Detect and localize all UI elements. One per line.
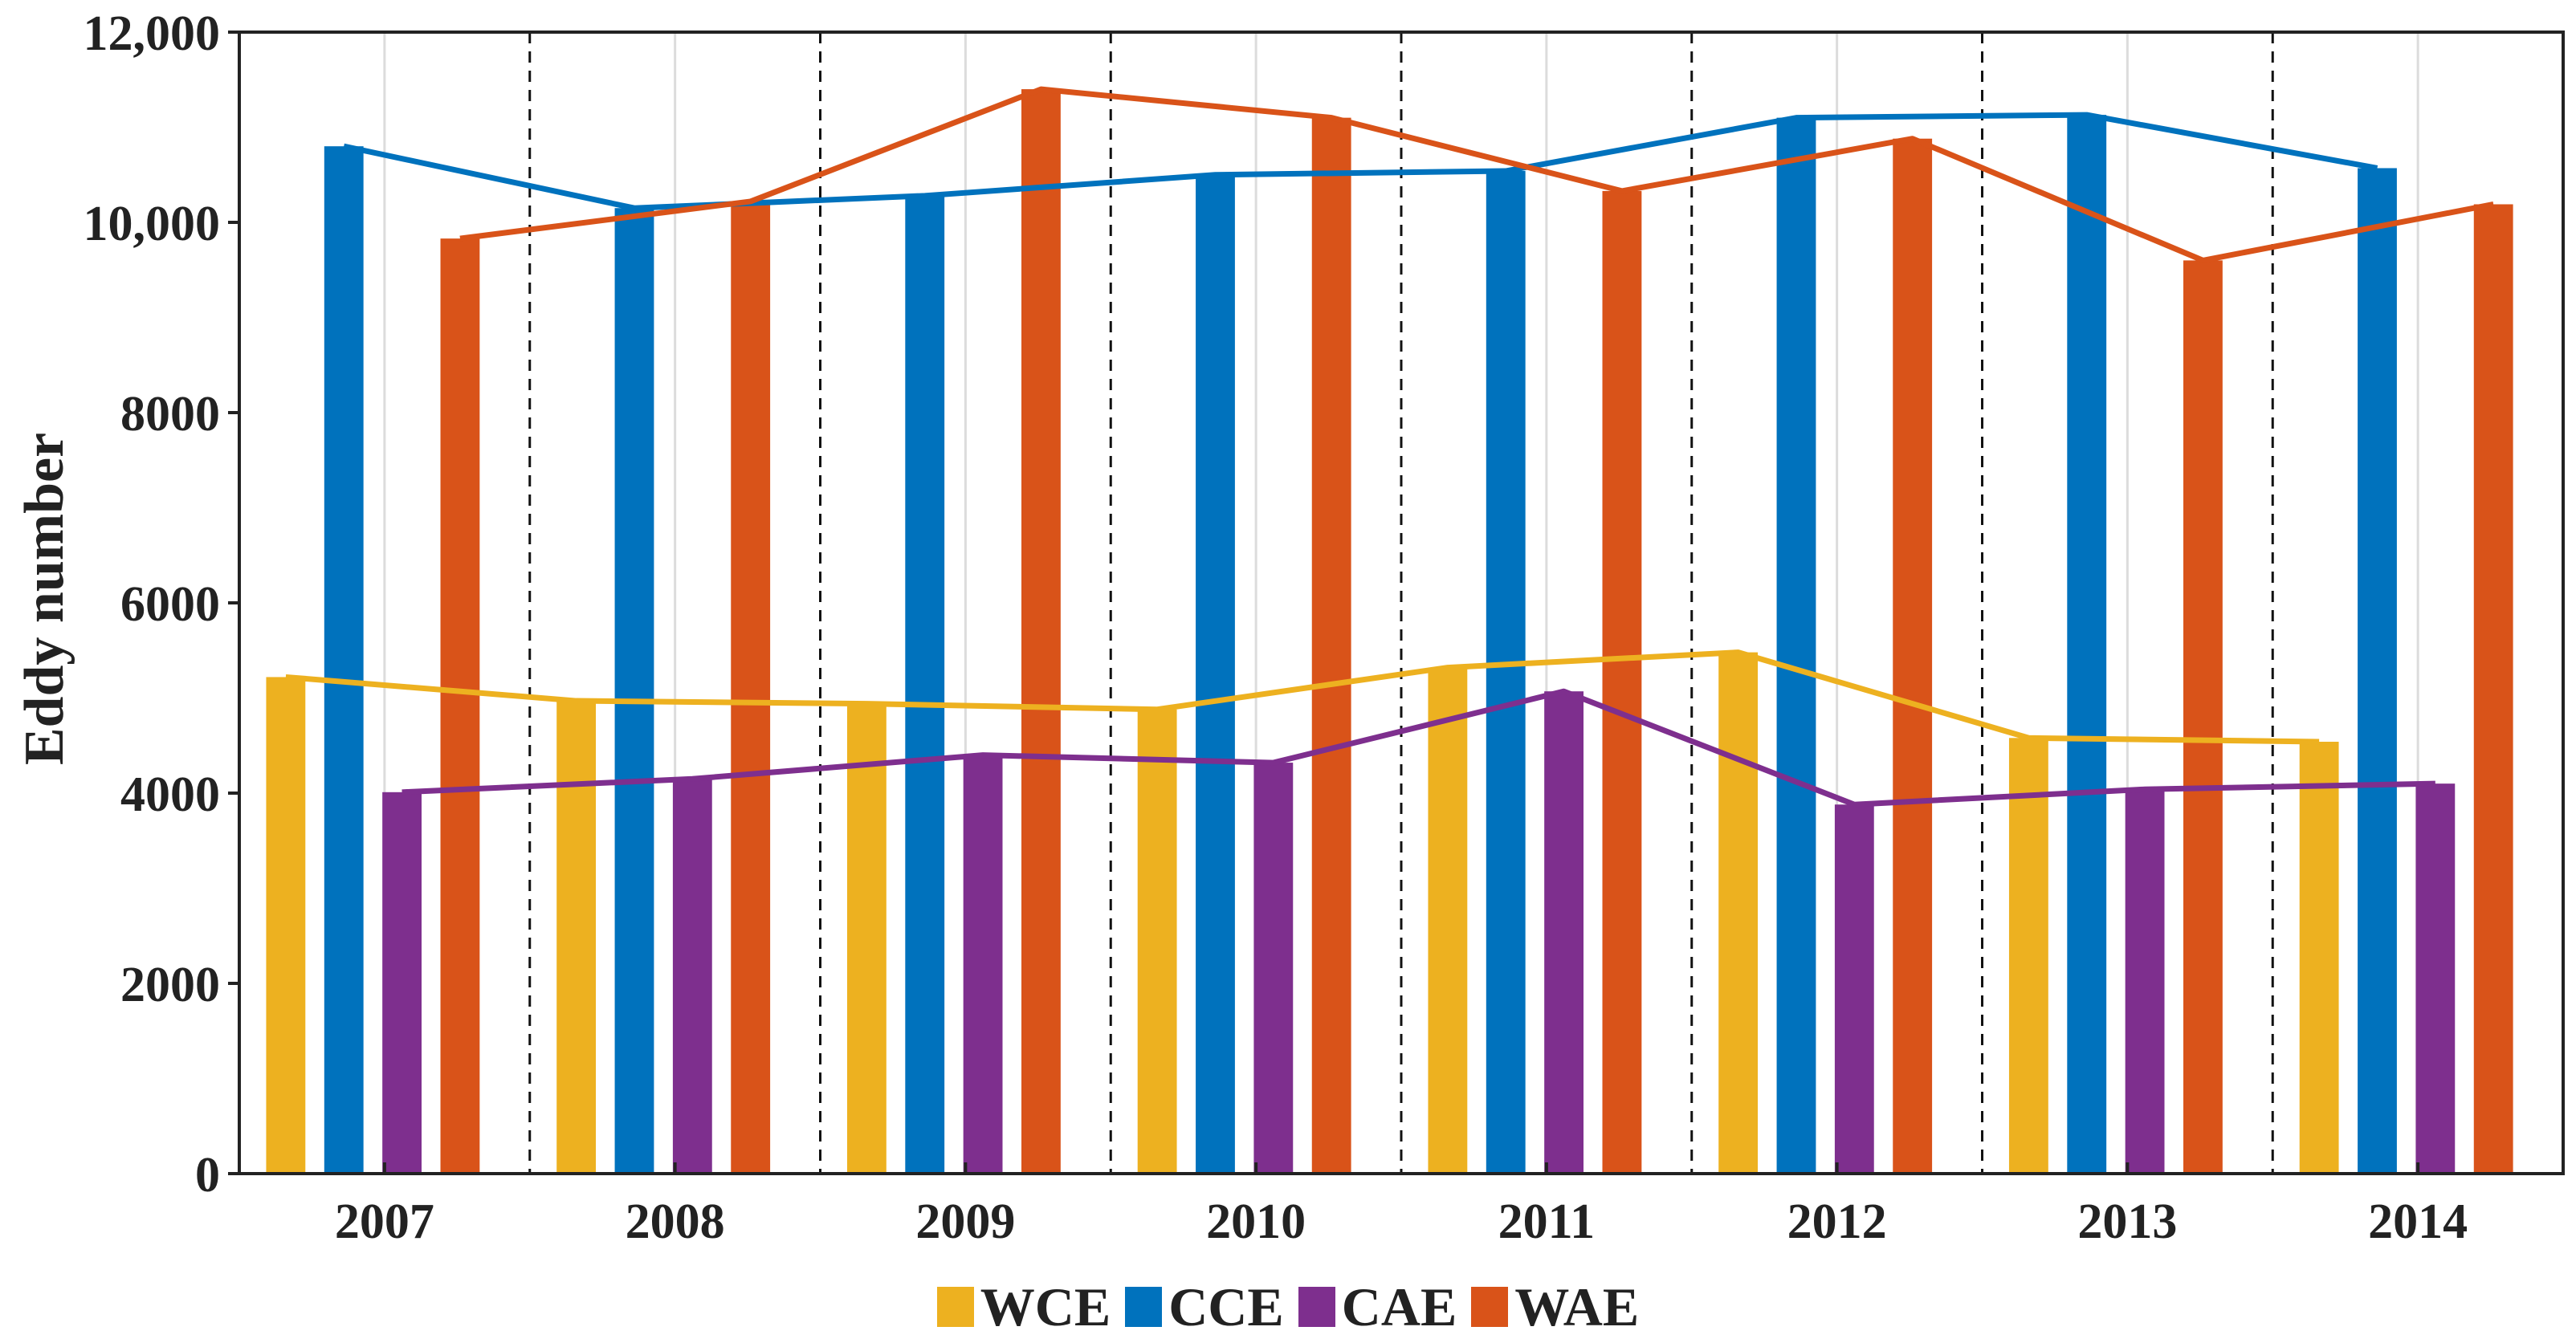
bar-wce-2013 (2008, 738, 2048, 1174)
bar-wce-2012 (1718, 652, 1759, 1174)
legend-label-wce: WCE (980, 1276, 1111, 1337)
bar-cae-2013 (2125, 789, 2165, 1174)
legend-swatch-cae (1298, 1287, 1335, 1327)
bar-cae-2012 (1834, 804, 1874, 1174)
bar-wae-2014 (2473, 204, 2513, 1174)
bar-wae-2011 (1602, 190, 1642, 1174)
y-axis-ticks: 0 2000 4000 6000 8000 10,000 12,000 (84, 6, 239, 1203)
trend-line-cae (401, 688, 2435, 808)
y-tick-label-2000: 2000 (120, 958, 220, 1012)
legend-item-cae: CAE (1298, 1280, 1457, 1334)
legend-label-cce: CCE (1168, 1276, 1284, 1337)
bar-cae-2011 (1544, 691, 1584, 1174)
bar-cae-2008 (672, 779, 712, 1174)
trend-line-wce (285, 649, 2320, 745)
bar-cae-2007 (382, 792, 422, 1174)
legend-label-cae: CAE (1341, 1276, 1457, 1337)
x-tick-label-2008: 2008 (626, 1194, 725, 1249)
y-tick-label-12000: 12,000 (84, 6, 221, 61)
bar-cce-2011 (1486, 171, 1526, 1174)
x-tick-label-2013: 2013 (2077, 1194, 2177, 1249)
bar-wce-2010 (1137, 709, 1177, 1174)
y-tick-label-10000: 10,000 (84, 197, 221, 251)
x-tick-label-2007: 2007 (335, 1194, 434, 1249)
bars (266, 89, 2513, 1174)
bar-wce-2007 (266, 677, 306, 1174)
y-tick-label-8000: 8000 (120, 387, 220, 442)
bar-wce-2014 (2299, 742, 2339, 1174)
legend: WCE CCE CAE WAE (0, 1276, 2576, 1337)
bar-wae-2008 (731, 201, 771, 1174)
bar-cae-2014 (2415, 783, 2456, 1174)
legend-item-wce: WCE (936, 1276, 1111, 1337)
bar-cce-2010 (1196, 174, 1235, 1174)
legend-item-wae: WAE (1471, 1280, 1639, 1334)
x-axis-ticks: 2007 2008 2009 2010 2011 2012 2013 2014 (335, 1162, 2468, 1249)
trend-line-wae (459, 86, 2494, 263)
bar-cce-2013 (2067, 115, 2107, 1174)
x-tick-label-2010: 2010 (1206, 1194, 1306, 1249)
bar-cce-2012 (1776, 117, 1816, 1174)
y-tick-label-4000: 4000 (120, 767, 220, 822)
grid-layer (383, 32, 2419, 1174)
y-tick-label-6000: 6000 (120, 577, 220, 632)
y-tick-label-0: 0 (195, 1148, 220, 1203)
x-tick-label-2009: 2009 (915, 1194, 1015, 1249)
bar-wae-2010 (1311, 117, 1351, 1174)
x-tick-label-2012: 2012 (1787, 1194, 1887, 1249)
bar-wce-2011 (1428, 667, 1468, 1174)
legend-swatch-cce (1125, 1287, 1163, 1327)
legend-swatch-wae (1471, 1287, 1509, 1327)
bar-cae-2009 (963, 755, 1003, 1174)
bar-cce-2007 (324, 146, 364, 1174)
trend-line-cce (343, 112, 2378, 211)
x-tick-label-2011: 2011 (1498, 1194, 1596, 1249)
legend-label-wae: WAE (1514, 1276, 1640, 1337)
y-axis-title: Eddy number (14, 433, 75, 765)
bar-wae-2013 (2183, 260, 2223, 1174)
x-tick-label-2014: 2014 (2368, 1194, 2468, 1249)
bar-cce-2008 (614, 208, 654, 1174)
bar-cce-2014 (2358, 168, 2397, 1174)
bar-cae-2010 (1253, 763, 1294, 1174)
bar-wce-2009 (846, 703, 887, 1174)
bar-wae-2009 (1021, 89, 1061, 1174)
legend-swatch-wce (936, 1287, 974, 1327)
bar-wae-2007 (440, 238, 480, 1174)
legend-item-cce: CCE (1125, 1280, 1284, 1334)
bar-wae-2012 (1893, 138, 1933, 1174)
year-separators (528, 32, 2274, 1174)
bar-cce-2009 (905, 195, 945, 1174)
bar-wce-2008 (556, 701, 597, 1174)
trend-lines (285, 86, 2494, 808)
